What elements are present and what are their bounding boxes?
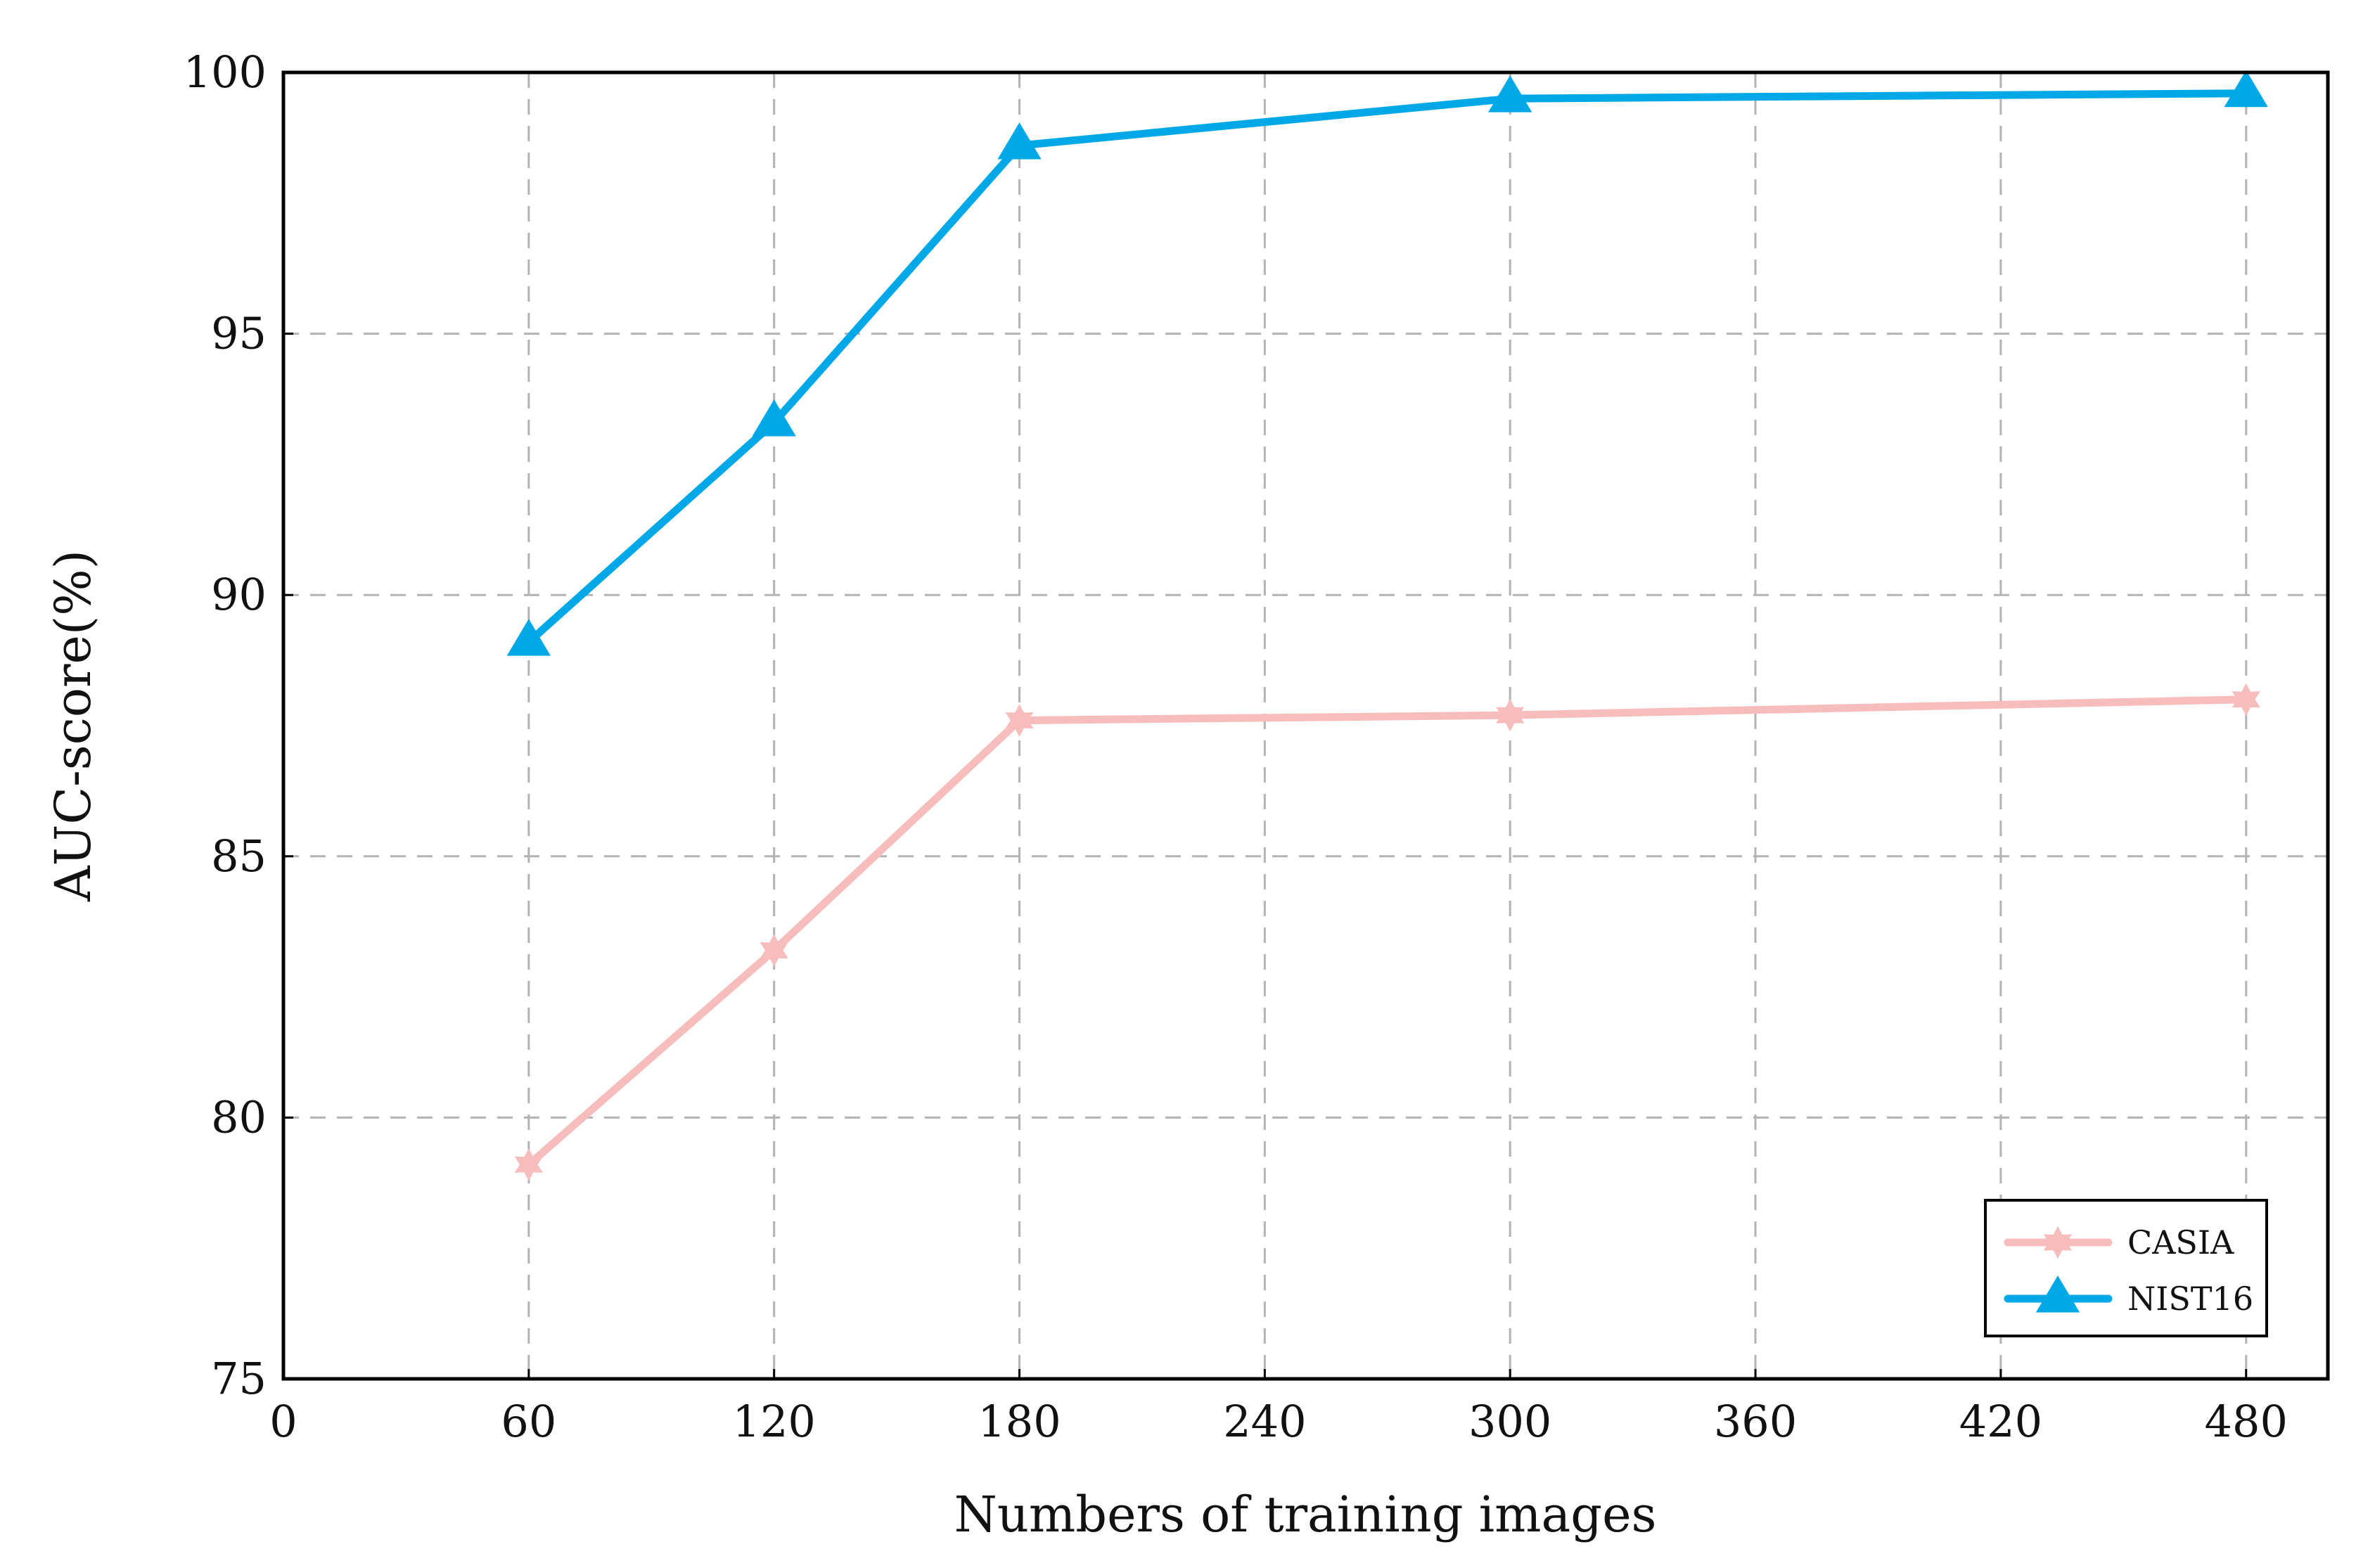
x-tick-label: 0 [269, 1396, 297, 1447]
x-tick-label: 240 [1223, 1396, 1306, 1447]
y-tick-label: 80 [211, 1091, 267, 1143]
casia-point [760, 934, 788, 967]
casia-line [525, 695, 2251, 1169]
nist16-legend-label: NIST16 [2127, 1280, 2253, 1318]
x-tick-labels: 0 60 120 180 240 300 360 420 480 [269, 1396, 2288, 1447]
legend: CASIA NIST16 [1984, 1199, 2268, 1337]
legend-entries: CASIA NIST16 [2004, 1223, 2253, 1318]
legend-box [1984, 1199, 2268, 1337]
casia-point [2232, 683, 2260, 716]
x-tick-label: 480 [2205, 1396, 2288, 1447]
casia-point [1005, 704, 1034, 737]
x-tick-label: 360 [1714, 1396, 1797, 1447]
casia-point [1496, 698, 1525, 732]
y-tick-label: 95 [211, 308, 267, 359]
y-tick-labels: 75 80 85 90 95 100 [184, 46, 267, 1404]
y-tick-label: 85 [211, 830, 267, 882]
x-tick-label: 60 [501, 1396, 556, 1447]
series-lines [506, 70, 2268, 1181]
x-axis-title: Numbers of training images [954, 1486, 1657, 1543]
y-tick-label: 100 [184, 46, 267, 98]
casia-legend-label: CASIA [2127, 1223, 2234, 1261]
nist16-point [1488, 75, 1532, 113]
casia-series [514, 683, 2260, 1181]
plot-frame [281, 70, 2330, 1381]
nist16-series [506, 70, 2268, 656]
nist16-line [525, 89, 2251, 646]
x-tick-label: 120 [733, 1396, 816, 1447]
y-tick-label: 90 [211, 569, 267, 620]
nist16-point [506, 619, 551, 656]
casia-point [514, 1148, 544, 1181]
y-tick-label: 75 [211, 1353, 267, 1404]
grid-lines [283, 72, 2328, 1379]
nist16-point [997, 122, 1042, 160]
nist16-legend-marker [2035, 1275, 2080, 1313]
x-tick-label: 300 [1468, 1396, 1551, 1447]
x-tick-label: 420 [1959, 1396, 2042, 1447]
nist16-point [2224, 70, 2268, 108]
casia-legend-marker [2043, 1226, 2073, 1259]
nist16-point [752, 399, 796, 437]
y-axis-title: AUC-score(%) [44, 550, 102, 902]
x-tick-label: 180 [978, 1396, 1061, 1447]
